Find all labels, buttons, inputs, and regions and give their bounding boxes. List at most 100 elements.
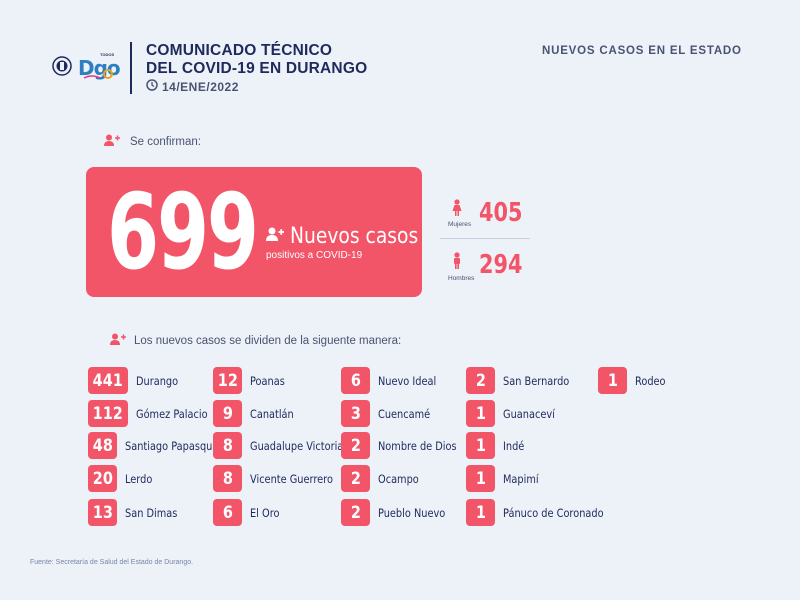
- header-divider: [130, 42, 132, 94]
- add-user-icon: [110, 332, 126, 350]
- case-count: 112: [92, 403, 123, 424]
- add-user-icon: [104, 133, 120, 151]
- new-cases-card: [86, 167, 422, 297]
- women-count: 405: [479, 198, 523, 228]
- municipality-item: 1 Guanaceví: [466, 400, 564, 427]
- municipality-name: Vicente Guerrero: [250, 471, 333, 486]
- report-date: 14/ENE/2022: [146, 78, 239, 96]
- municipality-item: 13 San Dimas: [88, 499, 187, 526]
- municipality-name: Indé: [503, 438, 525, 453]
- dgo-logo: TODOS Dgo: [78, 52, 121, 80]
- men-count: 294: [479, 250, 523, 280]
- municipality-item: 8 Guadalupe Victoria: [213, 432, 360, 459]
- municipality-name: Nombre de Dios: [378, 438, 457, 453]
- municipality-name: Guanaceví: [503, 406, 555, 421]
- municipality-item: 2 Pueblo Nuevo: [341, 499, 457, 526]
- source-footer: Fuente: Secretaría de Salud del Estado d…: [30, 559, 194, 566]
- dgo-logo-small: TODOS: [100, 52, 115, 57]
- case-count: 1: [475, 435, 486, 456]
- municipality-item: 1 Mapimí: [466, 465, 545, 492]
- case-count-badge: 1: [598, 367, 627, 394]
- municipality-item: 6 Nuevo Ideal: [341, 367, 446, 394]
- dgo-logo-text: Dgo: [78, 56, 121, 80]
- case-count: 13: [92, 502, 113, 523]
- case-count: 1: [475, 502, 486, 523]
- report-title-line2: DEL COVID-19 EN DURANGO: [146, 60, 368, 77]
- men-label: Hombres: [448, 275, 475, 282]
- case-count: 2: [350, 502, 361, 523]
- municipality-name: Gómez Palacio: [135, 406, 208, 421]
- total-new-cases: 699: [107, 171, 259, 293]
- municipality-name: Canatlán: [250, 406, 294, 421]
- municipality-item: 1 Rodeo: [598, 367, 671, 394]
- women-label: Mujeres: [448, 221, 472, 228]
- case-count-badge: 2: [341, 465, 370, 492]
- municipality-item: 1 Pánuco de Coronado: [466, 499, 621, 526]
- case-count: 8: [222, 435, 233, 456]
- case-count: 1: [475, 468, 486, 489]
- section-title: NUEVOS CASOS EN EL ESTADO: [542, 45, 742, 57]
- case-count: 2: [475, 370, 486, 391]
- municipality-name: Nuevo Ideal: [378, 373, 437, 388]
- municipality-name: Guadalupe Victoria: [250, 438, 344, 453]
- new-cases-title: Nuevos casos: [290, 224, 419, 249]
- case-count-badge: 2: [466, 367, 495, 394]
- municipality-item: 20 Lerdo: [88, 465, 157, 492]
- case-count: 3: [350, 403, 361, 424]
- case-count-badge: 2: [341, 432, 370, 459]
- municipality-item: 6 El Oro: [213, 499, 285, 526]
- clock-icon: [146, 78, 158, 96]
- case-count-badge: 48: [88, 432, 117, 459]
- case-count-badge: 12: [213, 367, 242, 394]
- case-count-badge: 8: [213, 432, 242, 459]
- case-count: 48: [92, 435, 113, 456]
- confirm-label: Se confirman:: [130, 136, 201, 148]
- case-count: 1: [475, 403, 486, 424]
- female-icon: [452, 199, 462, 222]
- case-count-badge: 1: [466, 432, 495, 459]
- municipality-item: 12 Poanas: [213, 367, 291, 394]
- municipality-name: Pánuco de Coronado: [503, 505, 604, 520]
- breakdown-label: Los nuevos casos se dividen de la siguen…: [134, 335, 402, 347]
- case-count: 6: [222, 502, 233, 523]
- case-count: 441: [92, 370, 123, 391]
- case-count: 1: [607, 370, 618, 391]
- case-count-badge: 6: [341, 367, 370, 394]
- case-count-badge: 20: [88, 465, 117, 492]
- new-cases-title-row: Nuevos casos: [266, 224, 441, 249]
- municipality-name: El Oro: [250, 505, 280, 520]
- case-count-badge: 9: [213, 400, 242, 427]
- confirm-label-row: Se confirman:: [104, 133, 201, 151]
- case-count-badge: 3: [341, 400, 370, 427]
- municipality-name: Ocampo: [378, 471, 419, 486]
- municipality-item: 2 San Bernardo: [466, 367, 581, 394]
- case-count: 6: [350, 370, 361, 391]
- municipality-name: San Dimas: [125, 505, 178, 520]
- case-count-badge: 1: [466, 465, 495, 492]
- municipality-item: 48 Santiago Papasquiaro: [88, 432, 250, 459]
- new-cases-subtitle: positivos a COVID-19: [266, 250, 363, 261]
- municipality-name: Lerdo: [125, 471, 153, 486]
- municipality-item: 1 Indé: [466, 432, 528, 459]
- case-count-badge: 13: [88, 499, 117, 526]
- municipality-name: Poanas: [250, 373, 285, 388]
- municipality-item: 2 Nombre de Dios: [341, 432, 470, 459]
- municipality-name: Mapimí: [503, 471, 539, 486]
- case-count: 2: [350, 468, 361, 489]
- case-count: 20: [92, 468, 113, 489]
- municipality-name: San Bernardo: [503, 373, 570, 388]
- case-count-badge: 112: [88, 400, 128, 427]
- case-count-badge: 1: [466, 499, 495, 526]
- date-text: 14/ENE/2022: [162, 80, 239, 94]
- case-count: 12: [217, 370, 238, 391]
- gender-divider: [440, 238, 530, 239]
- report-title-line1: COMUNICADO TÉCNICO: [146, 42, 333, 59]
- case-count: 8: [222, 468, 233, 489]
- case-count-badge: 6: [213, 499, 242, 526]
- case-count-badge: 8: [213, 465, 242, 492]
- municipality-name: Santiago Papasquiaro: [125, 438, 231, 453]
- municipality-item: 3 Cuencamé: [341, 400, 439, 427]
- male-icon: [452, 252, 462, 275]
- municipality-item: 441 Durango: [88, 367, 185, 394]
- case-count-badge: 441: [88, 367, 128, 394]
